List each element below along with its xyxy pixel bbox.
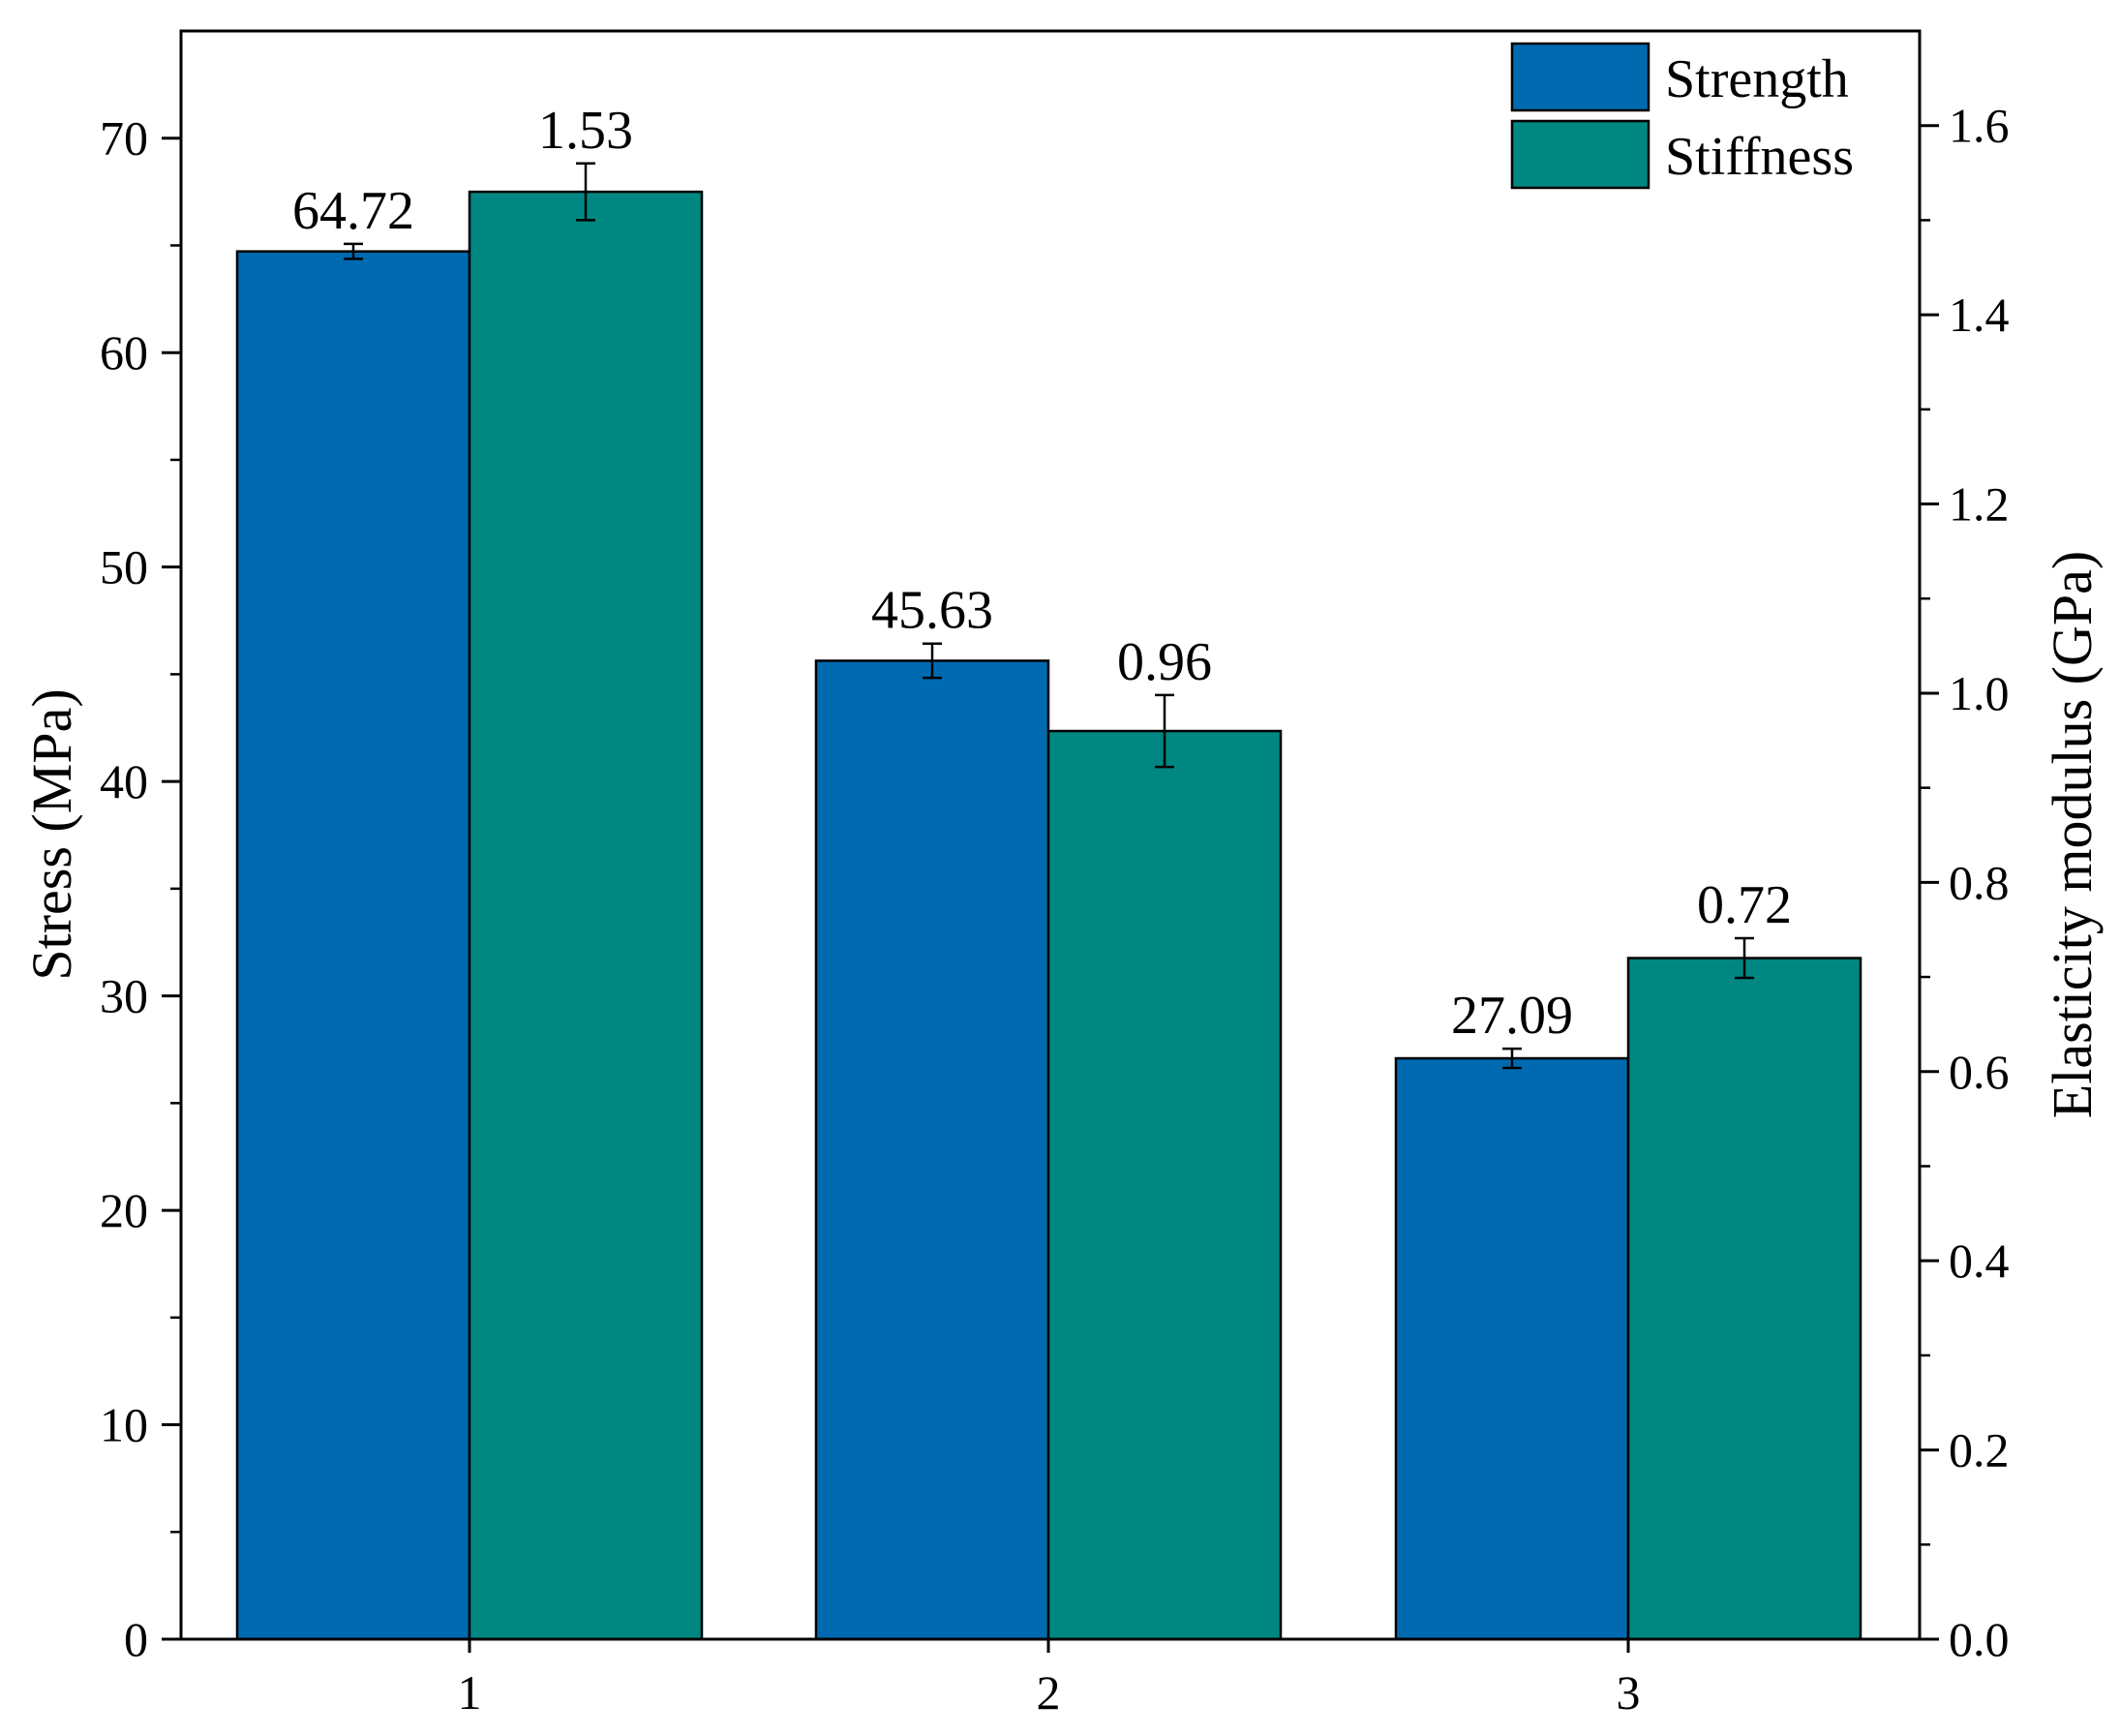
y2-tick-label-1.4: 1.4: [1949, 288, 2010, 342]
x-tick-label-2: 2: [1037, 1665, 1061, 1720]
y2-tick-label-0.6: 0.6: [1949, 1045, 2010, 1099]
error-bar-stiffness-2: [1155, 693, 1174, 769]
legend: Strength Stiffness: [1510, 42, 1854, 190]
y2-tick-label-1.2: 1.2: [1949, 477, 2010, 532]
plot-frame: [179, 29, 1922, 1641]
ticks-layer: 1 2 30102030405060700.00.20.40.60.81.01.21…: [100, 99, 2010, 1720]
bar-strength-1: [235, 250, 471, 1641]
error-bar-strength-1: [344, 242, 363, 260]
legend-label-strength: Strength: [1665, 49, 1849, 109]
legend-label-stiffness: Stiffness: [1665, 127, 1854, 187]
y-tick-label-10: 10: [100, 1398, 148, 1452]
error-bar-strength-2: [923, 642, 942, 680]
data-labels-layer: 64.72 1.53 45.63 0.96 27.09 0.72: [292, 101, 1792, 1046]
data-label-strength-2: 45.63: [871, 581, 993, 641]
y-axis-title: Stress (MPa): [20, 688, 83, 980]
x-tick-label-1: 1: [458, 1665, 482, 1720]
error-bar-stiffness-1: [576, 162, 595, 222]
y2-tick-label-0.2: 0.2: [1949, 1423, 2010, 1477]
data-label-strength-3: 27.09: [1451, 986, 1573, 1046]
y2-tick-label-1.6: 1.6: [1949, 99, 2010, 153]
bar-strength-3: [1394, 1056, 1630, 1641]
y2-tick-label-0.4: 0.4: [1949, 1233, 2010, 1288]
y-tick-label-50: 50: [100, 540, 148, 594]
data-label-stiffness-3: 0.72: [1697, 875, 1792, 935]
legend-swatch-strength: [1510, 42, 1651, 112]
bars-layer: [235, 190, 1863, 1641]
y-tick-label-30: 30: [100, 969, 148, 1023]
y-tick-label-20: 20: [100, 1183, 148, 1237]
error-bars-layer: [344, 162, 1754, 1070]
x-tick-label-3: 3: [1617, 1665, 1641, 1720]
error-bar-strength-3: [1502, 1047, 1522, 1070]
data-label-strength-1: 64.72: [292, 181, 414, 241]
bar-stiffness-2: [1046, 729, 1283, 1641]
y2-axis-title: Elasticity modulus (GPa): [2041, 551, 2104, 1118]
data-label-stiffness-1: 1.53: [538, 101, 633, 161]
bar-stiffness-1: [468, 190, 704, 1641]
bar-stiffness-3: [1626, 957, 1863, 1641]
y-tick-label-60: 60: [100, 325, 148, 380]
y-tick-label-0: 0: [124, 1612, 148, 1666]
legend-swatch-stiffness: [1510, 119, 1651, 190]
y2-tick-label-1.0: 1.0: [1949, 666, 2010, 720]
data-label-stiffness-2: 0.96: [1117, 632, 1212, 692]
y-tick-label-70: 70: [100, 111, 148, 166]
y2-tick-label-0.8: 0.8: [1949, 855, 2010, 909]
y2-tick-label-0.0: 0.0: [1949, 1612, 2010, 1666]
bar-strength-2: [814, 659, 1050, 1641]
error-bar-stiffness-3: [1735, 936, 1754, 980]
y-tick-label-40: 40: [100, 754, 148, 808]
